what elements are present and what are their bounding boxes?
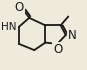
Text: O: O bbox=[53, 43, 62, 56]
Text: O: O bbox=[14, 1, 24, 14]
Text: HN: HN bbox=[1, 22, 17, 32]
Text: N: N bbox=[68, 29, 77, 42]
